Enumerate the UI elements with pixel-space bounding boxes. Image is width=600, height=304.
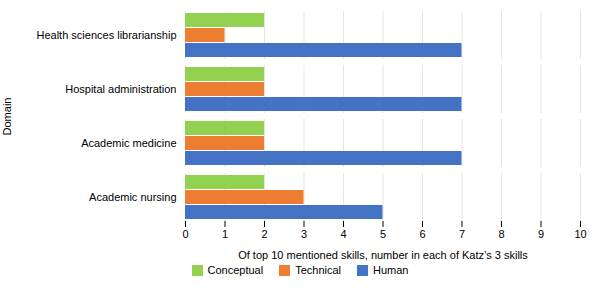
- svg-text:4: 4: [340, 228, 346, 240]
- svg-text:7: 7: [459, 228, 465, 240]
- svg-text:6: 6: [419, 228, 425, 240]
- svg-text:3: 3: [301, 228, 307, 240]
- svg-text:9: 9: [538, 228, 544, 240]
- svg-text:Domain: Domain: [1, 98, 13, 136]
- svg-text:2: 2: [261, 228, 267, 240]
- html-text:Technical: Technical: [295, 264, 341, 276]
- svg-text:Academic nursing: Academic nursing: [89, 191, 176, 203]
- html-text:Human: Human: [373, 264, 409, 276]
- svg-text:Academic medicine: Academic medicine: [81, 137, 176, 149]
- svg-text:Of top 10 mentioned skills, nu: Of top 10 mentioned skills, number in ea…: [238, 249, 528, 261]
- svg-text:Health sciences librarianship: Health sciences librarianship: [36, 29, 176, 41]
- html-text:Conceptual: Conceptual: [207, 264, 264, 276]
- svg-text:Hospital administration: Hospital administration: [65, 83, 176, 95]
- svg-text:8: 8: [498, 228, 504, 240]
- svg-text:1: 1: [222, 228, 228, 240]
- svg-text:0: 0: [182, 228, 188, 240]
- svg-text:5: 5: [380, 228, 386, 240]
- svg-text:10: 10: [574, 228, 586, 240]
